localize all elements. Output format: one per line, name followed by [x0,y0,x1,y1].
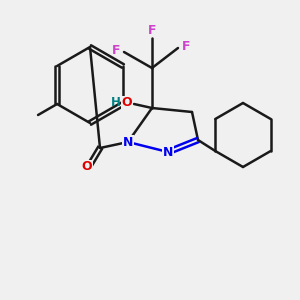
Text: F: F [112,44,120,56]
Text: O: O [122,97,132,110]
Text: N: N [123,136,133,148]
Text: F: F [182,40,190,52]
Text: F: F [148,25,156,38]
Text: H: H [111,97,121,110]
Text: N: N [163,146,173,158]
Text: O: O [82,160,92,173]
